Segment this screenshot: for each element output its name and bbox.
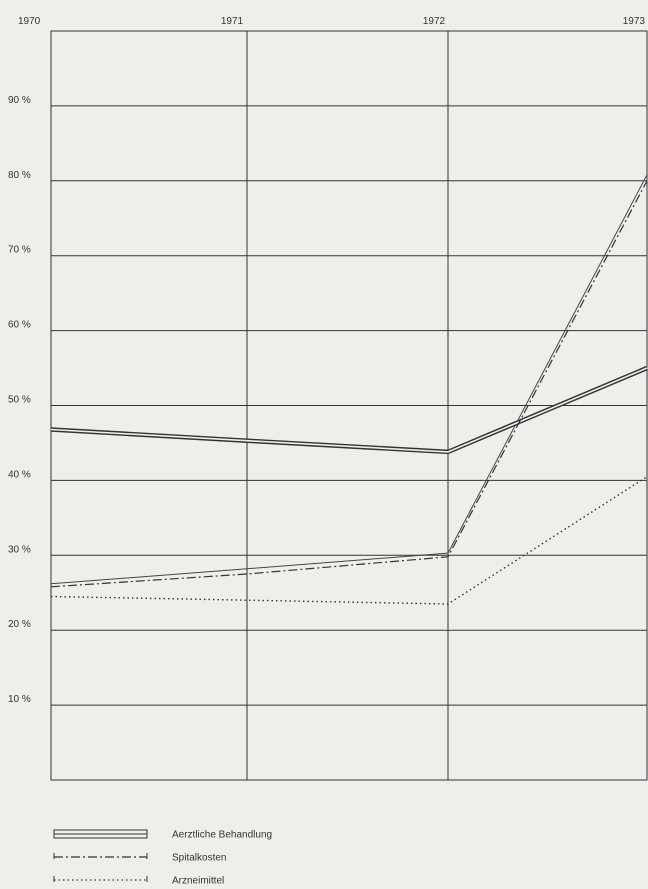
- series-line-spitalkosten: [50, 180, 648, 588]
- y-tick-label: 70 %: [8, 245, 31, 256]
- y-tick-label: 90 %: [8, 95, 31, 106]
- axis-ticks: 1970 1971 1972 1973 10 % 20 % 30 % 40 % 50 % 60 %…: [8, 16, 645, 705]
- y-tick-label: 80 %: [8, 170, 31, 181]
- legend-label: Spitalkosten: [172, 853, 226, 864]
- x-tick-label: 1972: [423, 16, 446, 27]
- x-tick-label: 1973: [623, 16, 646, 27]
- legend-label: Aerztliche Behandlung: [172, 830, 272, 841]
- y-tick-label: 10 %: [8, 694, 31, 705]
- series-line-aerztliche-behandlung: [50, 365, 648, 455]
- chart-grid: [50, 30, 648, 781]
- y-tick-label: 50 %: [8, 395, 31, 406]
- series-layer: [50, 174, 648, 605]
- series-line-aerztliche-behandlung-inner: [50, 367, 648, 453]
- legend-label: Arzneimittel: [172, 876, 224, 887]
- y-tick-label: 40 %: [8, 469, 31, 480]
- series-line-arzneimittel: [50, 476, 648, 605]
- y-tick-label: 30 %: [8, 544, 31, 555]
- legend: Aerztliche Behandlung Spitalkosten Arzneim…: [53, 829, 272, 887]
- y-tick-label: 60 %: [8, 320, 31, 331]
- companion-line: [50, 174, 648, 585]
- x-tick-label: 1971: [221, 16, 244, 27]
- y-tick-label: 20 %: [8, 619, 31, 630]
- x-tick-label: 1970: [18, 16, 41, 27]
